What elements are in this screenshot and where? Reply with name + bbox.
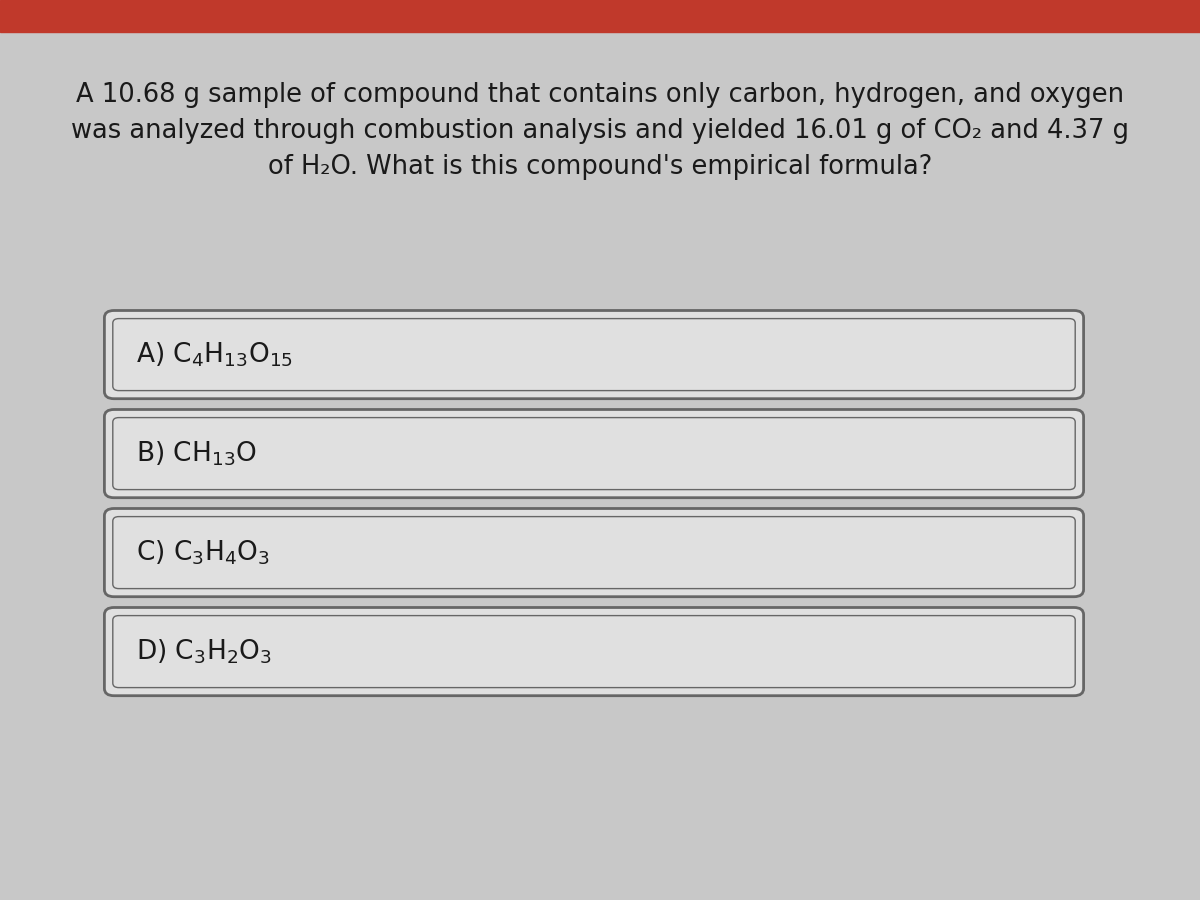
FancyBboxPatch shape [104, 410, 1084, 498]
Text: C) $\mathregular{C_3H_4O_3}$: C) $\mathregular{C_3H_4O_3}$ [136, 538, 270, 567]
Text: B) $\mathregular{CH_{13}O}$: B) $\mathregular{CH_{13}O}$ [136, 439, 257, 468]
FancyBboxPatch shape [104, 508, 1084, 597]
Text: was analyzed through combustion analysis and yielded 16.01 g of CO₂ and 4.37 g: was analyzed through combustion analysis… [71, 118, 1129, 143]
Text: A) $\mathregular{C_4H_{13}O_{15}}$: A) $\mathregular{C_4H_{13}O_{15}}$ [136, 340, 293, 369]
Text: of H₂O. What is this compound's empirical formula?: of H₂O. What is this compound's empirica… [268, 154, 932, 179]
Text: D) $\mathregular{C_3H_2O_3}$: D) $\mathregular{C_3H_2O_3}$ [136, 637, 271, 666]
FancyBboxPatch shape [104, 310, 1084, 399]
Text: A 10.68 g sample of compound that contains only carbon, hydrogen, and oxygen: A 10.68 g sample of compound that contai… [76, 82, 1124, 107]
Bar [0, 0, 1200, 32]
FancyBboxPatch shape [104, 608, 1084, 696]
